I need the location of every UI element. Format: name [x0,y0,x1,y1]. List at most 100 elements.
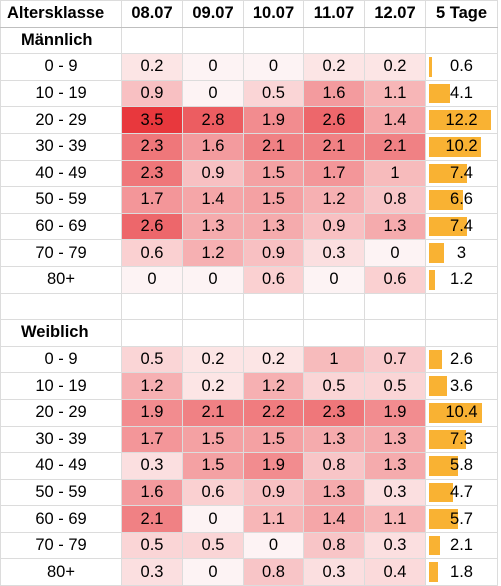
value-cell: 0.6 [122,240,183,267]
value-cell: 0 [244,54,304,81]
value-cell: 1.9 [244,453,304,480]
value-cell: 1.9 [365,399,426,426]
age-class: 20 - 29 [1,399,122,426]
total-value: 7.4 [450,217,473,235]
value-cell: 1.1 [365,80,426,107]
total-bar [429,562,438,582]
value-cell: 1.6 [122,479,183,506]
empty-cell [426,320,498,347]
value-cell: 0.2 [304,54,365,81]
total-bar [429,243,444,263]
value-cell: 0.9 [304,213,365,240]
header-altersklasse: Altersklasse [1,1,122,28]
value-cell: 0.8 [244,559,304,586]
table-row: 80+ 0 0 0.6 0 0.6 1.2 [1,266,498,293]
value-cell: 1.2 [122,373,183,400]
age-class: 70 - 79 [1,532,122,559]
section-title: Weiblich [1,320,122,347]
age-class: 10 - 19 [1,80,122,107]
empty-cell [122,27,183,54]
table-row: 40 - 49 0.3 1.5 1.9 0.8 1.3 5.8 [1,453,498,480]
header-day: 08.07 [122,1,183,28]
age-class: 50 - 59 [1,187,122,214]
age-class: 40 - 49 [1,453,122,480]
table-row: 30 - 39 1.7 1.5 1.5 1.3 1.3 7.3 [1,426,498,453]
value-cell: 1.5 [183,426,244,453]
value-cell: 1.3 [365,426,426,453]
total-cell: 12.2 [426,107,498,134]
total-cell: 3 [426,240,498,267]
table-row: 0 - 9 0.2 0 0 0.2 0.2 0.6 [1,54,498,81]
value-cell: 0 [183,506,244,533]
value-cell: 1.4 [304,506,365,533]
table-row: 80+ 0.3 0 0.8 0.3 0.4 1.8 [1,559,498,586]
total-cell: 2.6 [426,346,498,373]
value-cell: 0.2 [122,54,183,81]
empty-cell [183,320,244,347]
total-bar [429,57,432,77]
total-cell: 0.6 [426,54,498,81]
value-cell: 2.1 [365,133,426,160]
value-cell: 0.9 [122,80,183,107]
empty-cell [122,320,183,347]
table-row: 70 - 79 0.6 1.2 0.9 0.3 0 3 [1,240,498,267]
value-cell: 2.1 [304,133,365,160]
value-cell: 0 [183,266,244,293]
value-cell: 1.3 [365,213,426,240]
empty-cell [365,320,426,347]
age-class: 80+ [1,559,122,586]
total-bar [429,84,450,104]
value-cell: 2.1 [244,133,304,160]
empty-cell [304,27,365,54]
age-class: 60 - 69 [1,213,122,240]
value-cell: 1.5 [244,160,304,187]
total-cell: 6.6 [426,187,498,214]
value-cell: 0 [183,559,244,586]
table-row: 60 - 69 2.6 1.3 1.3 0.9 1.3 7.4 [1,213,498,240]
table-row: 50 - 59 1.6 0.6 0.9 1.3 0.3 4.7 [1,479,498,506]
value-cell: 2.6 [304,107,365,134]
value-cell: 0.3 [122,559,183,586]
value-cell: 1.2 [304,187,365,214]
value-cell: 0.6 [244,266,304,293]
header-total: 5 Tage [426,1,498,28]
total-value: 7.4 [450,164,473,182]
table-body: Männlich 0 - 9 0.2 0 0 0.2 0.2 0.6 10 - 19 0.9 0 0.… [1,27,498,585]
value-cell: 2.3 [122,160,183,187]
value-cell: 2.2 [244,399,304,426]
total-value: 0.6 [450,57,473,75]
value-cell: 0.6 [365,266,426,293]
value-cell: 0 [304,266,365,293]
total-value: 2.1 [450,536,473,554]
total-cell: 1.2 [426,266,498,293]
value-cell: 1.1 [365,506,426,533]
age-class: 50 - 59 [1,479,122,506]
total-value: 7.3 [450,430,473,448]
table-row: 20 - 29 1.9 2.1 2.2 2.3 1.9 10.4 [1,399,498,426]
total-value: 2.6 [450,350,473,368]
value-cell: 0.5 [122,346,183,373]
empty-cell [1,293,122,320]
age-class: 30 - 39 [1,133,122,160]
total-value: 3 [457,244,466,262]
total-cell: 5.7 [426,506,498,533]
header-row: Altersklasse 08.07 09.07 10.07 11.07 12.… [1,1,498,28]
age-class: 60 - 69 [1,506,122,533]
value-cell: 0 [365,240,426,267]
age-class: 0 - 9 [1,54,122,81]
value-cell: 0.2 [244,346,304,373]
value-cell: 0.9 [244,479,304,506]
value-cell: 1.9 [244,107,304,134]
value-cell: 0.8 [304,532,365,559]
value-cell: 0.5 [365,373,426,400]
total-value: 1.8 [450,563,473,581]
value-cell: 1.2 [244,373,304,400]
value-cell: 0.5 [122,532,183,559]
table-row: 40 - 49 2.3 0.9 1.5 1.7 1 7.4 [1,160,498,187]
value-cell: 1.3 [304,479,365,506]
section-header-row: Weiblich [1,320,498,347]
section-title: Männlich [1,27,122,54]
total-cell: 4.1 [426,80,498,107]
age-class: 20 - 29 [1,107,122,134]
